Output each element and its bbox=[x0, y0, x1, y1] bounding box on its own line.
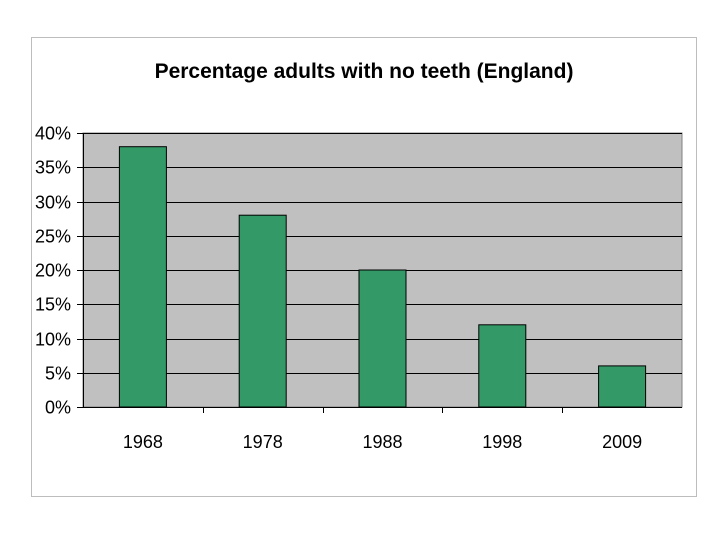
bar bbox=[358, 269, 407, 408]
plot-area: 0% 5% 10% 15% 20% 25% 30% 35% 40% 1968 1978 1988 199… bbox=[35, 124, 683, 452]
bar bbox=[238, 214, 287, 408]
y-tick-label: 25% bbox=[35, 227, 71, 247]
y-tick-label: 5% bbox=[45, 364, 71, 384]
y-tick-label: 35% bbox=[35, 158, 71, 178]
y-tick-label: 10% bbox=[35, 330, 71, 350]
bar bbox=[118, 146, 167, 408]
chart-title: Percentage adults with no teeth (England… bbox=[155, 60, 574, 83]
y-tick-label: 15% bbox=[35, 295, 71, 315]
x-tick-label: 1968 bbox=[123, 432, 163, 452]
y-tick-label: 0% bbox=[45, 398, 71, 418]
bar bbox=[598, 365, 647, 408]
y-tick-label: 40% bbox=[35, 124, 71, 144]
y-tick-label: 30% bbox=[35, 193, 71, 213]
bar bbox=[478, 324, 527, 408]
x-tick-label: 1998 bbox=[482, 432, 522, 452]
x-tick-label: 1988 bbox=[362, 432, 402, 452]
x-tick-label: 2009 bbox=[602, 432, 642, 452]
x-tick-label: 1978 bbox=[243, 432, 283, 452]
y-tick-label: 20% bbox=[35, 261, 71, 281]
